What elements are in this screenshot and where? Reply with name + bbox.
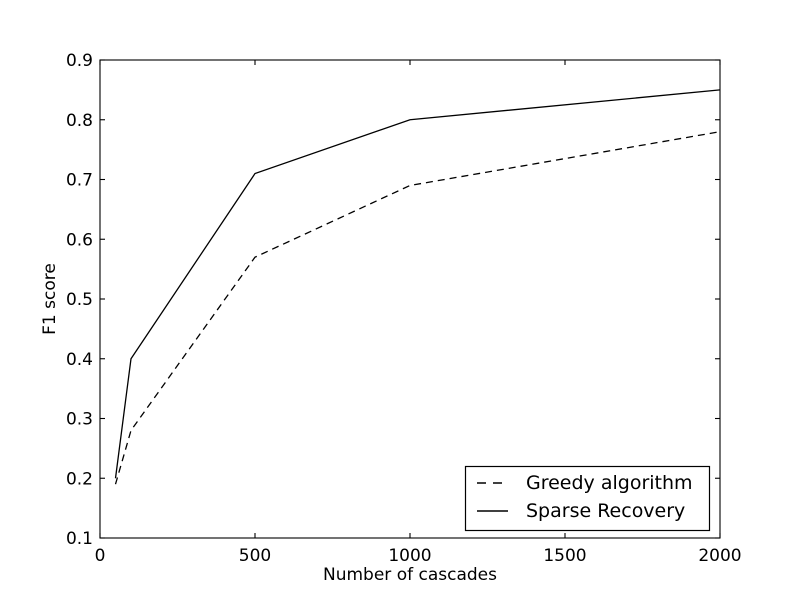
series-line-sparse-recovery (114, 89, 721, 479)
series-lines (114, 89, 721, 485)
legend-entry-greedy: Greedy algorithm (526, 472, 693, 494)
x-tick-label-0: 0 (95, 546, 106, 566)
x-tick-label-1500: 1500 (543, 546, 586, 566)
y-tick-label-0.4: 0.4 (66, 350, 93, 370)
x-axis-label: Number of cascades (323, 565, 497, 585)
y-tick-label-0.5: 0.5 (66, 290, 93, 310)
x-tick-label-500: 500 (239, 546, 271, 566)
y-tick-label-0.7: 0.7 (66, 171, 93, 191)
y-axis-label: F1 score (40, 263, 60, 335)
x-tick-label-1000: 1000 (388, 546, 431, 566)
y-tick-label-0.8: 0.8 (66, 111, 93, 131)
x-tick-label-2000: 2000 (698, 546, 741, 566)
y-tick-label-0.2: 0.2 (66, 469, 93, 489)
y-tick-label-0.6: 0.6 (66, 230, 93, 250)
y-tick-label-0.1: 0.1 (66, 529, 93, 549)
y-axis-ticks: 0.1 0.2 0.3 0.4 0.5 0.6 0.7 0.8 0.9 (66, 51, 720, 549)
legend-box (464, 465, 711, 532)
legend-entry-sparse: Sparse Recovery (526, 500, 685, 522)
legend: Greedy algorithm Sparse Recovery (464, 465, 711, 532)
y-tick-label-0.3: 0.3 (66, 410, 93, 430)
series-line-greedy-algorithm (114, 131, 721, 485)
x-axis-ticks: 0 500 1000 1500 2000 (95, 60, 742, 566)
y-tick-label-0.9: 0.9 (66, 51, 93, 71)
